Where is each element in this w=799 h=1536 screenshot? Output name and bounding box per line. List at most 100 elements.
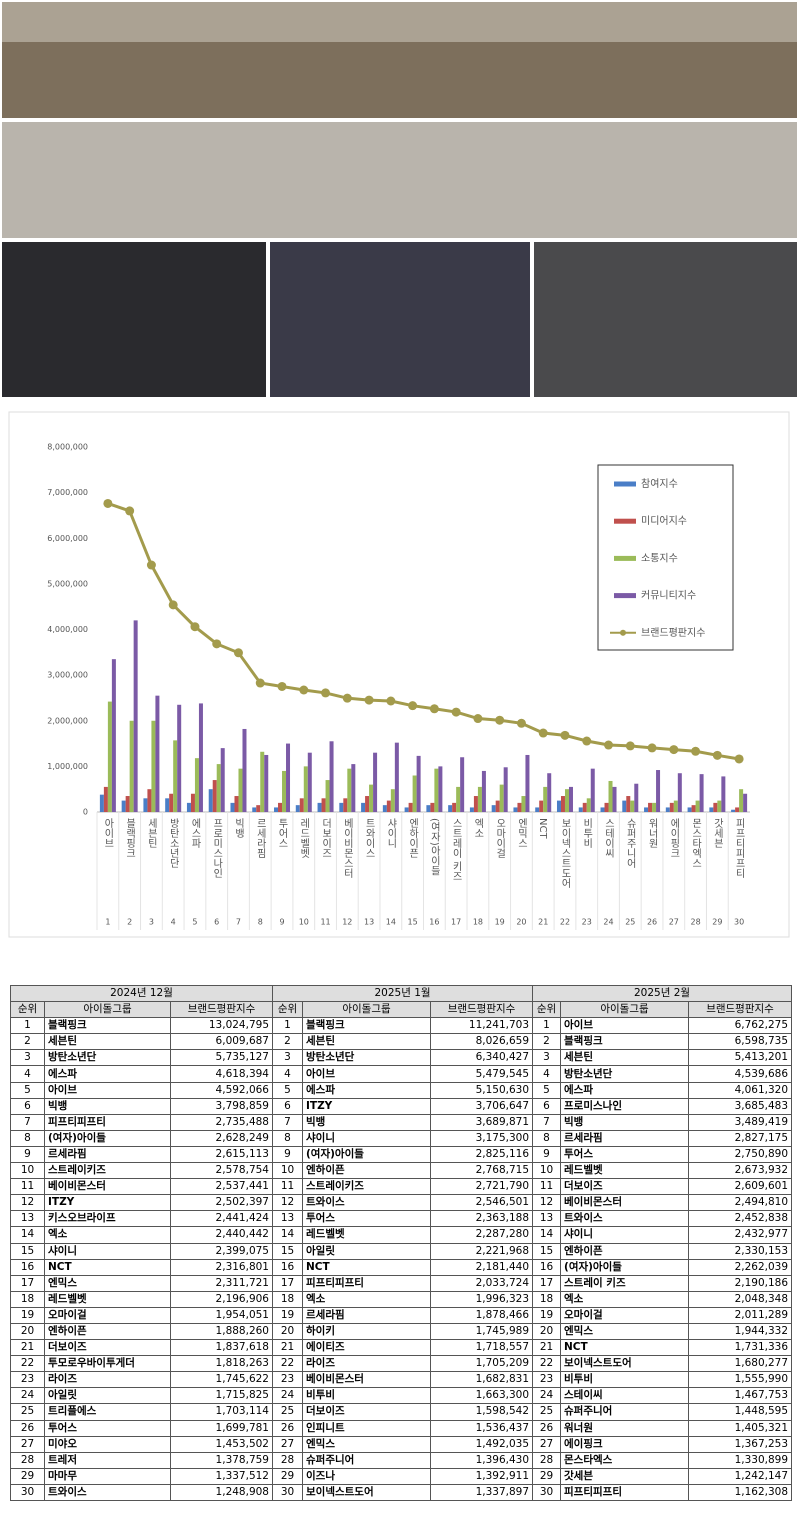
table-row: 1 블랙핑크 13,024,795 1 블랙핑크 11,241,703 1 아이브 6,762,…	[10, 1017, 793, 1035]
brand-score: 1,242,147	[688, 1467, 793, 1485]
brand-score: 1,555,990	[688, 1371, 793, 1389]
table-row: 2 세븐틴 6,009,687 2 세븐틴 8,026,659 2 블랙핑크 6,598,735	[10, 1033, 793, 1051]
period-title: 2025년 2월	[532, 984, 793, 1003]
rank: 20	[532, 1322, 562, 1341]
brand-score: 1,367,253	[688, 1435, 793, 1453]
rank: 22	[10, 1355, 45, 1373]
group-name: 엔하이픈	[44, 1322, 171, 1341]
x-tick-number: 21	[538, 918, 548, 927]
period-header-row: 2024년 12월 2025년 1월 2025년 2월	[10, 984, 793, 1003]
rank: 4	[10, 1065, 45, 1083]
line-point	[516, 718, 526, 728]
ranking-table: 2024년 12월 2025년 1월 2025년 2월 순위 아이돌그룹 브랜드평판지수 순…	[10, 984, 793, 1502]
table-row: 6 빅뱅 3,798,859 6 ITZY 3,706,647 6 프로미스나인 3,685,4…	[10, 1097, 793, 1115]
bar	[713, 802, 718, 812]
group-name: 트와이스	[560, 1210, 690, 1228]
brand-score: 2,825,116	[429, 1145, 534, 1164]
bar	[278, 802, 283, 812]
line-point	[669, 745, 679, 755]
table-row: 9 르세라핌 2,615,113 9 (여자)아이들 2,825,116 9 투어스 2,750…	[10, 1145, 793, 1164]
group-name: 키스오브라이프	[44, 1210, 171, 1228]
rank: 20	[10, 1322, 45, 1341]
x-tick-label: 피프티피프티	[733, 818, 745, 879]
group-name: 스트레이키즈	[302, 1178, 431, 1196]
rank: 29	[10, 1467, 45, 1485]
bar	[568, 786, 573, 812]
bar	[198, 703, 203, 812]
rank: 6	[10, 1097, 45, 1115]
rank: 27	[532, 1435, 562, 1453]
rank: 18	[532, 1290, 562, 1308]
bar	[735, 807, 740, 812]
bar	[499, 784, 504, 812]
group-name: 워너원	[560, 1419, 690, 1437]
bar	[521, 796, 526, 812]
legend-swatch	[614, 593, 636, 599]
bar	[307, 752, 312, 812]
group-name: 에스파	[44, 1065, 171, 1083]
rank: 4	[272, 1065, 303, 1083]
column-header: 순위	[532, 1001, 562, 1019]
rank: 13	[272, 1210, 303, 1228]
column-header: 순위	[272, 1001, 303, 1019]
x-tick-label: 엔하이픈	[407, 818, 419, 858]
bar	[535, 807, 540, 812]
table-row: 18 레드벨벳 2,196,906 18 엑소 1,996,323 18 엑소 2,048,34…	[10, 1290, 793, 1308]
table-row: 8 (여자)아이들 2,628,249 8 샤이니 3,175,300 8 르세라핌 2,827…	[10, 1129, 793, 1147]
rank: 10	[10, 1162, 45, 1180]
bar	[177, 704, 182, 812]
bar	[517, 802, 522, 812]
bar	[456, 786, 461, 812]
brand-score: 2,432,977	[688, 1226, 793, 1244]
line-point	[386, 696, 396, 706]
bar	[212, 780, 217, 812]
legend-swatch	[614, 518, 636, 524]
x-tick-number: 25	[625, 918, 635, 927]
bar	[264, 754, 269, 812]
group-name: 아일릿	[44, 1387, 171, 1405]
bar	[256, 805, 261, 812]
bar	[434, 768, 439, 812]
table-row: 27 미야오 1,453,502 27 엔믹스 1,492,035 27 에이핑크 1,367,…	[10, 1435, 793, 1453]
group-name: 빅뱅	[302, 1113, 431, 1131]
brand-score: 2,827,175	[688, 1129, 793, 1147]
rank: 10	[532, 1162, 562, 1180]
rank: 28	[272, 1451, 303, 1469]
rank: 3	[272, 1049, 303, 1067]
bar	[361, 802, 366, 812]
group-name: 블랙핑크	[560, 1033, 690, 1051]
x-tick-label: 더보이즈	[320, 818, 332, 858]
group-name: 세븐틴	[302, 1033, 431, 1051]
x-tick-number: 15	[408, 918, 418, 927]
table-row: 23 라이즈 1,745,622 23 베이비몬스터 1,682,831 23 비투비 1,55…	[10, 1371, 793, 1389]
brand-score: 1,492,035	[429, 1435, 534, 1453]
brand-score: 2,363,188	[429, 1210, 534, 1228]
bar	[556, 800, 561, 812]
photo-group-2	[2, 122, 797, 238]
x-tick-label: 에스파	[189, 818, 201, 849]
group-name: 엑소	[560, 1290, 690, 1308]
brand-score: 5,413,201	[688, 1049, 793, 1067]
bar	[111, 659, 116, 812]
bar	[351, 764, 356, 812]
group-name: 이즈나	[302, 1467, 431, 1485]
group-name: 아이브	[44, 1081, 171, 1099]
group-name: 에이핑크	[560, 1435, 690, 1453]
bar	[699, 774, 704, 812]
brand-score: 1,467,753	[688, 1387, 793, 1405]
bar	[339, 802, 344, 812]
x-tick-label: 엔믹스	[515, 818, 527, 848]
brand-score: 1,878,466	[429, 1306, 534, 1324]
group-name: 샤이니	[560, 1226, 690, 1244]
group-name: 레드벨벳	[302, 1226, 431, 1244]
bar	[739, 789, 744, 812]
bar	[687, 807, 692, 812]
x-tick-label: 오마이걸	[494, 818, 506, 858]
brand-score: 1,448,595	[688, 1403, 793, 1421]
photo-group-3	[2, 242, 266, 397]
brand-score: 1,715,825	[170, 1387, 273, 1405]
brand-score: 2,262,039	[688, 1258, 793, 1276]
x-tick-number: 28	[690, 918, 700, 927]
line-point	[538, 728, 548, 738]
bar	[586, 798, 591, 812]
